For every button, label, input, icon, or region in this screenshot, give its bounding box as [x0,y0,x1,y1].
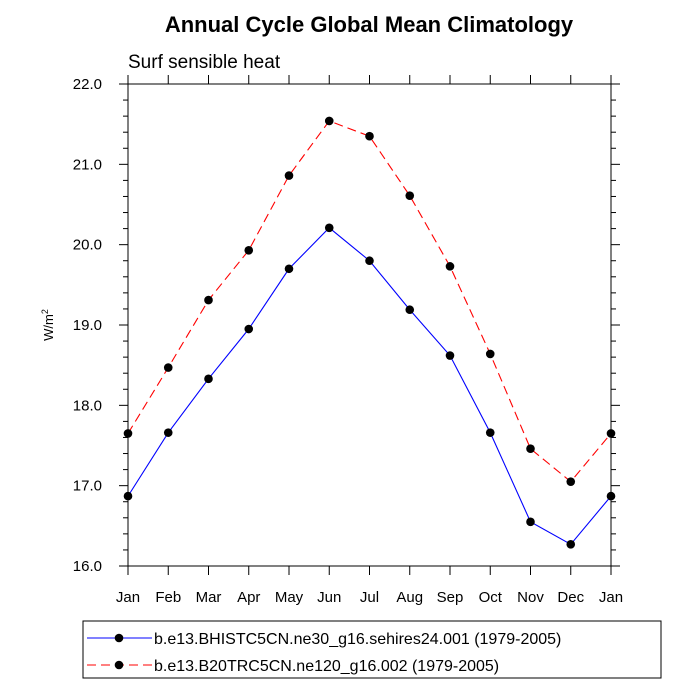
data-point [324,116,334,126]
data-point [365,131,374,141]
y-tick-label: 19.0 [73,317,102,334]
legend: b.e13.BHISTC5CN.ne30_g16.sehires24.001 (… [87,631,561,675]
data-point [284,264,294,274]
data-point [204,374,213,384]
data-point [405,191,415,200]
chart-title: Annual Cycle Global Mean Climatology [165,12,574,37]
x-tick-label: Feb [155,589,181,606]
axes: Jan Feb Mar Apr May Jun Jul Aug Sep Oct Nov Dec Jan 1… [73,75,623,606]
data-point [606,429,616,438]
legend-label-1: b.e13.BHISTC5CN.ne30_g16.sehires24.001 (… [154,631,561,648]
x-tick-label: Mar [196,589,222,606]
data-point [324,223,334,233]
x-tick-label: Dec [557,589,584,606]
data-point [244,324,254,334]
legend-marker-2 [114,660,124,670]
y-axis-label-unit: W/m [41,314,56,341]
y-tick-label: 22.0 [73,76,102,93]
data-point [526,517,535,527]
legend-box [82,620,662,679]
y-tick-label: 16.0 [73,558,102,575]
x-tick-label: Sep [437,589,464,606]
data-point [606,491,616,501]
x-tick-label: Jun [317,589,341,606]
data-point [123,491,133,501]
data-point [365,256,374,266]
data-point [284,171,294,180]
data-point [485,349,495,359]
y-axis-label-exponent: 2 [40,309,50,314]
data-point [445,262,455,271]
series-line-2 [127,120,612,483]
data-point [163,428,173,437]
x-tick-label: Jan [599,589,623,606]
series-layer [123,116,616,549]
x-tick-label: Jul [360,589,379,606]
data-point [445,351,455,360]
x-tick-label: Apr [237,589,260,606]
x-tick-label: May [275,589,304,606]
x-tick-label: Jan [116,589,140,606]
chart-subtitle: Surf sensible heat [128,52,281,73]
x-tick-label: Oct [479,589,503,606]
data-point [123,429,133,438]
data-point [485,428,495,437]
data-point [204,295,213,305]
y-tick-label: 21.0 [73,156,102,173]
plot-frame [127,83,612,567]
data-point [566,540,576,549]
legend-marker-1 [114,633,124,643]
data-point [244,245,254,255]
data-point [566,477,576,486]
y-tick-label: 17.0 [73,478,102,495]
y-tick-label: 20.0 [73,237,102,254]
x-tick-label: Aug [396,589,423,606]
y-tick-label: 18.0 [73,397,102,414]
legend-label-2: b.e13.B20TRC5CN.ne120_g16.002 (1979-2005… [154,658,499,675]
data-point [405,305,415,315]
data-point [526,444,535,454]
series-line-1 [127,227,612,546]
y-axis-label: W/m2 [40,309,56,341]
data-point [163,363,173,372]
x-tick-label: Nov [517,589,544,606]
